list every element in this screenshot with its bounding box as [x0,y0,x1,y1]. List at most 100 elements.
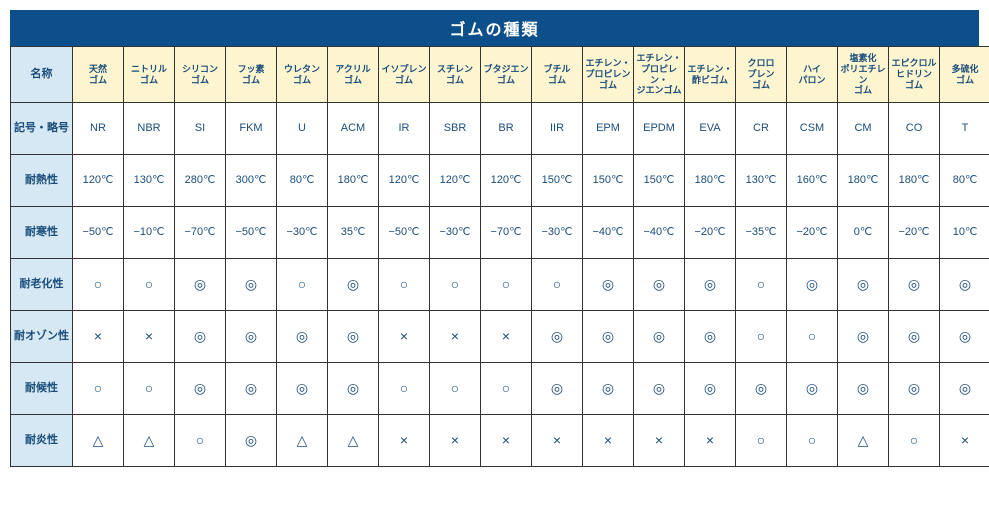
cell: × [73,311,124,363]
cell: ◎ [277,311,328,363]
row-header: 耐老化性 [11,259,73,311]
cell: × [481,311,532,363]
cell: 180℃ [838,155,889,207]
column-header: クロロ プレン ゴム [736,47,787,103]
column-header: エチレン・ プロピレン・ ジエンゴム [634,47,685,103]
cell: SI [175,103,226,155]
cell: 130℃ [736,155,787,207]
table-row: 耐候性○○◎◎◎◎○○○◎◎◎◎◎◎◎◎◎ [11,363,989,415]
cell: ○ [73,363,124,415]
cell: ○ [481,363,532,415]
cell: 80℃ [940,155,989,207]
cell: × [583,415,634,467]
cell: ○ [124,363,175,415]
cell: ○ [532,259,583,311]
column-header: イソプレン ゴム [379,47,430,103]
cell: △ [73,415,124,467]
cell: ○ [175,415,226,467]
cell: ◎ [175,363,226,415]
cell: ACM [328,103,379,155]
cell: FKM [226,103,277,155]
cell: ◎ [685,311,736,363]
cell: ◎ [532,363,583,415]
title-bar: ゴムの種類 [10,10,979,46]
cell: ◎ [736,363,787,415]
cell: ◎ [634,259,685,311]
cell: NBR [124,103,175,155]
cell: −70℃ [481,207,532,259]
cell: 35℃ [328,207,379,259]
cell: ◎ [685,259,736,311]
cell: ○ [379,363,430,415]
cell: 160℃ [787,155,838,207]
cell: ◎ [787,259,838,311]
cell: 10℃ [940,207,989,259]
cell: ◎ [634,363,685,415]
cell: ◎ [940,363,989,415]
cell: ◎ [277,363,328,415]
column-header: エチレン・ プロピレン ゴム [583,47,634,103]
cell: 280℃ [175,155,226,207]
cell: BR [481,103,532,155]
column-header: スチレン ゴム [430,47,481,103]
cell: ◎ [532,311,583,363]
cell: ○ [124,259,175,311]
cell: ○ [481,259,532,311]
cell: IIR [532,103,583,155]
cell: ◎ [889,259,940,311]
cell: ◎ [226,311,277,363]
cell: −70℃ [175,207,226,259]
cell: × [379,311,430,363]
cell: ◎ [226,259,277,311]
cell: −30℃ [532,207,583,259]
cell: −50℃ [379,207,430,259]
cell: ◎ [328,311,379,363]
cell: 300℃ [226,155,277,207]
cell: ○ [277,259,328,311]
cell: ○ [736,311,787,363]
column-header: ニトリル ゴム [124,47,175,103]
cell: CSM [787,103,838,155]
cell: −20℃ [787,207,838,259]
cell: −30℃ [430,207,481,259]
table-row: 耐炎性△△○◎△△×××××××○○△○× [11,415,989,467]
column-header: ブチル ゴム [532,47,583,103]
column-header: フッ素 ゴム [226,47,277,103]
cell: ◎ [787,363,838,415]
cell: −50℃ [73,207,124,259]
cell: 180℃ [685,155,736,207]
column-header: シリコン ゴム [175,47,226,103]
row-header: 耐オゾン性 [11,311,73,363]
table-row: 耐熱性120℃130℃280℃300℃80℃180℃120℃120℃120℃15… [11,155,989,207]
cell: EPDM [634,103,685,155]
cell: ○ [430,259,481,311]
cell: 120℃ [73,155,124,207]
cell: ○ [379,259,430,311]
cell: 180℃ [328,155,379,207]
table-body: 記号・略号NRNBRSIFKMUACMIRSBRBRIIREPMEPDMEVAC… [11,103,989,467]
cell: 120℃ [481,155,532,207]
cell: ○ [430,363,481,415]
column-header: エチレン・ 酢ビゴム [685,47,736,103]
column-header: ウレタン ゴム [277,47,328,103]
corner-header: 名称 [11,47,73,103]
cell: CO [889,103,940,155]
table-row: 耐オゾン性××◎◎◎◎×××◎◎◎◎○○◎◎◎ [11,311,989,363]
cell: × [430,311,481,363]
cell: SBR [430,103,481,155]
cell: ◎ [940,311,989,363]
cell: ◎ [583,363,634,415]
cell: ◎ [583,259,634,311]
cell: −20℃ [685,207,736,259]
cell: −20℃ [889,207,940,259]
cell: ◎ [838,363,889,415]
cell: △ [328,415,379,467]
cell: EPM [583,103,634,155]
cell: U [277,103,328,155]
cell: ◎ [226,415,277,467]
cell: −40℃ [583,207,634,259]
cell: × [379,415,430,467]
cell: ◎ [175,259,226,311]
column-header: 天然 ゴム [73,47,124,103]
column-header: アクリル ゴム [328,47,379,103]
